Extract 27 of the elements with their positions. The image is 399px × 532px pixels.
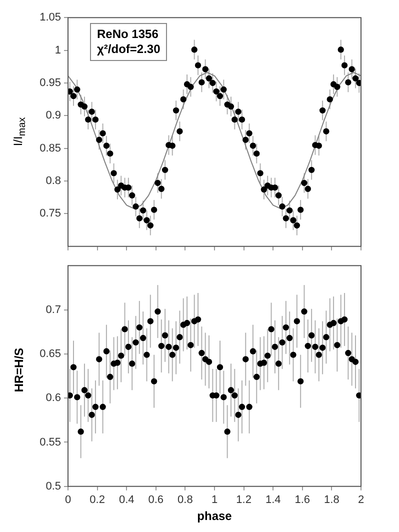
y-axis-title: HR=H/S [12,348,26,392]
x-tick-label: 0.6 [148,494,164,506]
y-tick-label: 0.6 [46,392,61,404]
y-tick-label: 0.9 [46,110,61,122]
x-tick-label: 0.2 [90,494,105,506]
x-tick-label: 0 [64,494,72,506]
y-tick-label: 0.95 [40,77,61,90]
x-tick-label: 2 [358,494,364,506]
y-tick-label: 0.5 [46,480,61,492]
annotation: χ²/dof=2.30 [97,42,160,57]
x-tick-label: 0.8 [178,494,193,506]
y-tick-label: 0.75 [40,208,61,220]
x-tick-label: 1 [211,494,218,506]
x-tick-label: 1.8 [324,494,340,506]
y-tick-label: 1 [54,44,61,56]
x-tick-label: 1.6 [294,494,310,506]
y-tick-label: 0.55 [40,436,61,448]
y-tick-label: 1.05 [40,12,61,24]
y-tick-label: 0.85 [40,142,61,154]
x-tick-label: 1.2 [236,494,252,506]
x-tick-label: 0.4 [118,494,134,506]
x-tick-label: 1.4 [265,494,281,506]
y-tick-label: 0.7 [46,304,61,316]
y-tick-label: 0.65 [40,348,61,360]
annotation: ReNo 1356 [97,27,160,42]
y-tick-label: 0.8 [46,175,61,188]
x-axis-title: phase [197,509,232,524]
